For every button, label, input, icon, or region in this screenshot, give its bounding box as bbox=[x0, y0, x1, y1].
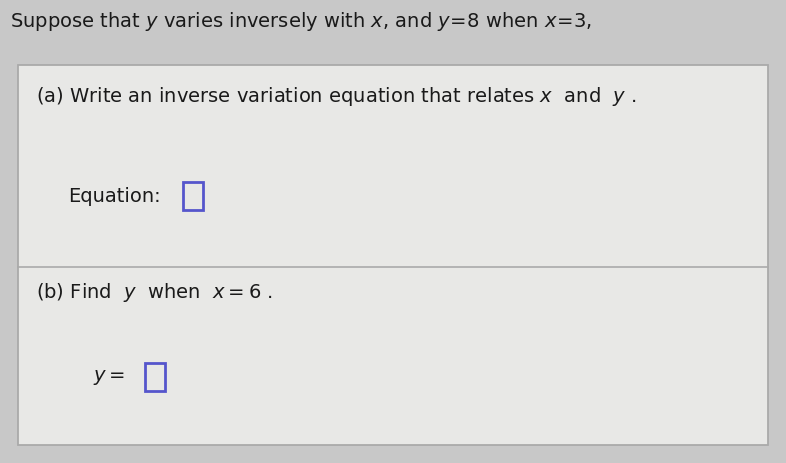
FancyBboxPatch shape bbox=[183, 182, 203, 210]
Text: Suppose that $y$ varies inversely with $x$, and $y\!=\!8$ when $x\!=\!3$,: Suppose that $y$ varies inversely with $… bbox=[10, 10, 592, 33]
Text: $y =$: $y =$ bbox=[93, 368, 131, 387]
Text: (a) Write an inverse variation equation that relates $x$  and  $y$ .: (a) Write an inverse variation equation … bbox=[36, 85, 637, 108]
Text: Equation:: Equation: bbox=[68, 187, 160, 206]
FancyBboxPatch shape bbox=[145, 363, 165, 391]
Text: (b) Find  $y$  when  $x = 6$ .: (b) Find $y$ when $x = 6$ . bbox=[36, 281, 273, 304]
FancyBboxPatch shape bbox=[18, 65, 768, 445]
